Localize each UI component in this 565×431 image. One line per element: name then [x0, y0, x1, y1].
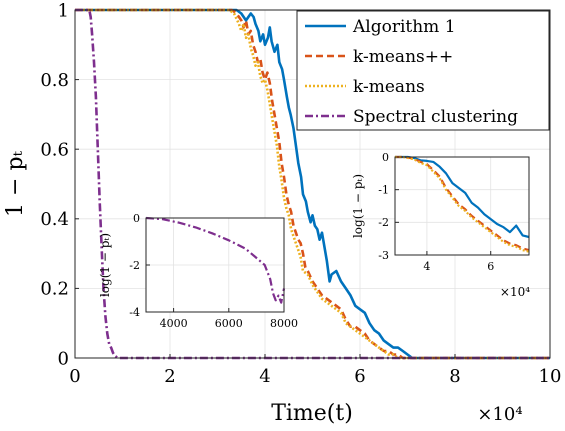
x-tick-label: 0	[69, 366, 80, 387]
series-line-3	[75, 8, 550, 360]
series-line-0	[75, 8, 550, 360]
y-tick-label: 0	[382, 151, 389, 164]
series-line-1	[75, 8, 550, 360]
main-series	[75, 8, 550, 360]
y-tick-label: 0	[133, 212, 140, 225]
series-line-2	[395, 155, 530, 253]
x-tick-label: 6	[487, 260, 494, 273]
x-axis-label: Time(t)	[271, 401, 353, 426]
x-tick-label: 2	[164, 366, 175, 387]
inset-methods-ylabel: log(1 − pₜ)	[351, 174, 365, 238]
y-tick-label: -4	[129, 306, 140, 319]
inset-methods-exponent: ×10⁴	[500, 285, 530, 299]
inset-spectral: 4000 6000 8000 0 -2 -4 log(1 − pₜ)	[98, 212, 298, 330]
x-tick-label: 8	[449, 366, 460, 387]
x-axis-exponent: ×10⁴	[477, 404, 522, 425]
legend-label: Algorithm 1	[352, 17, 456, 37]
x-tick-label: 6000	[215, 317, 243, 330]
legend-label: k-means	[353, 77, 425, 97]
y-tick-label: -3	[378, 249, 389, 262]
main-axes-box	[74, 9, 551, 359]
x-tick-label: 4000	[160, 317, 188, 330]
main-ticks: 0 2 4 6 8 10 0 0.2 0.4 0.6 0.8 1	[40, 0, 561, 387]
y-axis-label: 1 − pₜ	[3, 150, 28, 217]
inset-methods: 4 6 0 -1 -2 -3 log(1 − pₜ) ×10⁴	[351, 151, 530, 299]
y-tick-label: 1	[58, 0, 69, 21]
y-tick-label: 0	[58, 348, 69, 369]
legend-label: k-means++	[353, 47, 453, 67]
inset-spectral-ticks: 4000 6000 8000 0 -2 -4	[129, 212, 298, 330]
x-tick-label: 6	[354, 366, 365, 387]
inset-methods-series	[395, 155, 530, 253]
y-tick-label: 0.4	[40, 209, 69, 230]
series-line-0	[395, 155, 530, 239]
series-line-0	[145, 216, 286, 304]
y-tick-label: 0.8	[40, 70, 69, 91]
y-tick-label: 0.6	[40, 140, 69, 161]
y-tick-label: -2	[129, 259, 140, 272]
legend: Algorithm 1 k-means++ k-means Spectral clus…	[296, 10, 550, 131]
x-tick-label: 10	[539, 366, 562, 387]
x-tick-label: 4	[259, 366, 270, 387]
legend-box	[296, 10, 550, 131]
inset-spectral-series	[145, 216, 286, 304]
y-tick-label: -2	[378, 216, 389, 229]
inset-spectral-ylabel: log(1 − pₜ)	[98, 233, 112, 297]
y-tick-label: 0.2	[40, 279, 69, 300]
x-tick-label: 8000	[270, 317, 298, 330]
legend-label: Spectral clustering	[353, 107, 518, 127]
inset-methods-ticks: 4 6 0 -1 -2 -3	[378, 151, 494, 273]
y-tick-label: -1	[378, 184, 389, 197]
x-tick-label: 4	[423, 260, 430, 273]
